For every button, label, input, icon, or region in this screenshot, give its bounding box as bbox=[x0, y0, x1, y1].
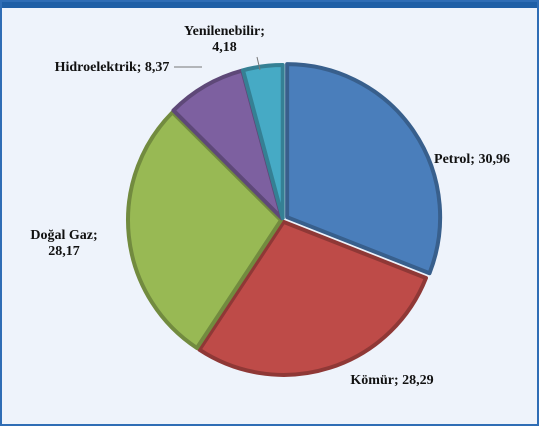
data-label: Kömür; 28,29 bbox=[350, 373, 434, 388]
top-bar bbox=[2, 2, 537, 8]
pie-slice bbox=[126, 110, 284, 350]
data-label: Petrol; 30,96 bbox=[434, 152, 510, 167]
leader-line bbox=[256, 56, 261, 71]
data-label: Hidroelektrik; 8,37 bbox=[54, 60, 170, 75]
pie-slice bbox=[197, 219, 428, 377]
data-label: Doğal Gaz; 28,17 bbox=[30, 228, 98, 259]
pie-slice bbox=[241, 63, 285, 221]
data-label: Yenilenebilir; 4,18 bbox=[184, 24, 265, 55]
pie-slice bbox=[285, 62, 443, 276]
